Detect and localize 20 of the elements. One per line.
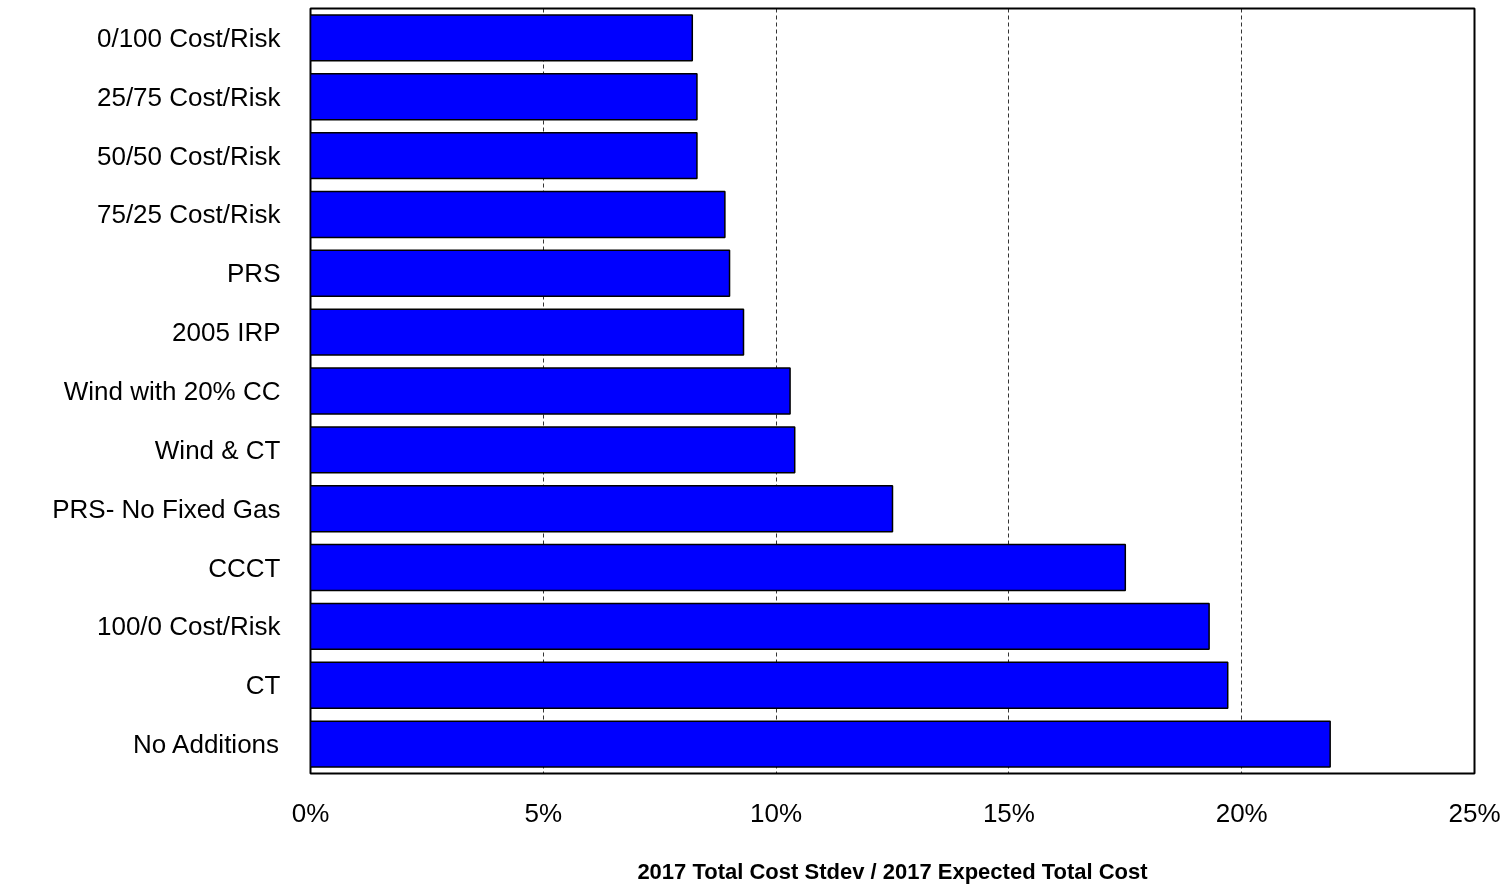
y-tick-label: 2005 IRP [172,317,281,348]
y-tick-label: CT [245,670,281,701]
x-tick-label: 10% [750,797,803,828]
x-tick-label: 0% [291,797,330,828]
y-tick-label: Wind & CT [154,434,281,465]
x-tick-label: 20% [1215,797,1268,828]
y-tick-label: 0/100 Cost/Risk [96,22,282,53]
x-axis-title: 2017 Total Cost Stdev / 2017 Expected Total Cost [637,858,1149,884]
x-tick-label: 5% [524,797,563,828]
y-tick-label: 75/25 Cost/Risk [96,199,282,230]
x-tick-label: 25% [1448,797,1501,828]
y-tick-label: Wind with 20% CC [63,376,281,406]
y-tick-label: 100/0 Cost/Risk [96,611,282,642]
y-tick-label: No Additions [133,729,280,760]
y-tick-label: PRS [227,258,281,289]
y-tick-label: 25/75 Cost/Risk [96,81,282,112]
y-tick-label: PRS- No Fixed Gas [52,493,281,524]
y-tick-label: 50/50 Cost/Risk [96,140,282,171]
y-tick-label: CCCT [208,552,281,583]
x-tick-label: 15% [982,797,1035,828]
